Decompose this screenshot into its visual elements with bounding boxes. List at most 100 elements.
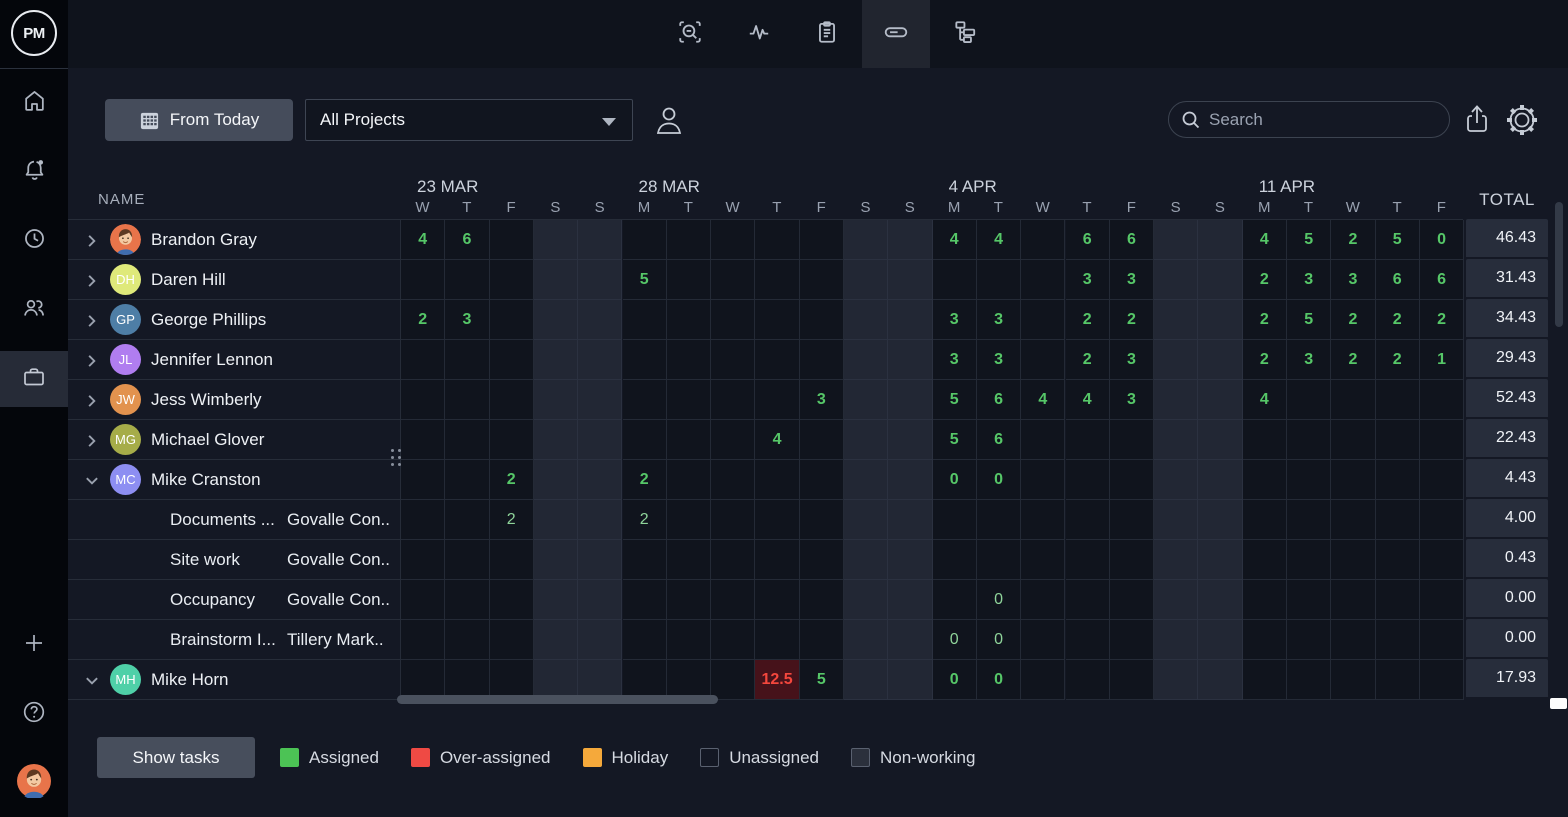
allocation-cell[interactable] [755, 380, 800, 420]
allocation-cell[interactable] [799, 460, 844, 500]
allocation-cell[interactable] [888, 220, 933, 260]
allocation-cell[interactable] [1109, 420, 1155, 460]
allocation-cell[interactable] [622, 380, 667, 420]
sidebar-item-add[interactable] [0, 617, 68, 673]
allocation-cell[interactable] [799, 420, 844, 460]
allocation-cell[interactable]: 6 [1109, 220, 1155, 260]
allocation-cell[interactable]: 2 [1375, 300, 1420, 340]
allocation-cell[interactable] [1331, 460, 1376, 500]
allocation-cell[interactable]: 2 [1065, 340, 1110, 380]
allocation-cell[interactable] [622, 620, 667, 660]
allocation-cell[interactable] [1419, 580, 1465, 620]
chevron-right-icon[interactable] [84, 273, 99, 293]
allocation-cell[interactable] [489, 260, 534, 300]
allocation-cell[interactable] [888, 580, 933, 620]
allocation-cell[interactable] [932, 580, 977, 620]
allocation-cell[interactable] [489, 660, 534, 700]
sidebar-item-help[interactable] [0, 686, 68, 742]
show-tasks-button[interactable]: Show tasks [97, 737, 255, 778]
allocation-cell[interactable] [755, 300, 800, 340]
allocation-cell[interactable] [711, 340, 756, 380]
allocation-cell[interactable] [1287, 540, 1332, 580]
allocation-cell[interactable] [445, 620, 490, 660]
allocation-cell[interactable] [1021, 220, 1066, 260]
allocation-cell[interactable]: 4 [755, 420, 800, 460]
allocation-cell[interactable] [1419, 380, 1465, 420]
allocation-cell[interactable] [1242, 580, 1287, 620]
allocation-cell[interactable] [1021, 340, 1066, 380]
allocation-cell[interactable]: 2 [1419, 300, 1465, 340]
allocation-cell[interactable] [888, 420, 933, 460]
allocation-cell[interactable] [1287, 420, 1332, 460]
allocation-cell[interactable] [932, 540, 977, 580]
allocation-cell[interactable] [578, 420, 623, 460]
allocation-cell[interactable] [578, 220, 623, 260]
allocation-cell[interactable] [401, 380, 446, 420]
column-resize-handle[interactable] [391, 449, 401, 473]
people-filter-button[interactable] [651, 102, 687, 143]
allocation-cell[interactable] [445, 340, 490, 380]
allocation-cell[interactable] [1154, 260, 1199, 300]
allocation-cell[interactable] [799, 340, 844, 380]
allocation-cell[interactable] [489, 220, 534, 260]
allocation-cell[interactable] [711, 220, 756, 260]
settings-button[interactable] [1503, 101, 1541, 144]
allocation-cell[interactable] [1375, 500, 1420, 540]
allocation-cell[interactable] [401, 420, 446, 460]
allocation-cell[interactable] [401, 620, 446, 660]
allocation-cell[interactable]: 0 [932, 460, 977, 500]
allocation-cell[interactable] [445, 500, 490, 540]
chevron-right-icon[interactable] [84, 433, 99, 453]
allocation-cell[interactable]: 3 [799, 380, 844, 420]
allocation-cell[interactable] [1021, 460, 1066, 500]
allocation-cell[interactable] [445, 420, 490, 460]
allocation-cell[interactable] [1375, 660, 1420, 700]
project-filter-select[interactable]: All Projects [305, 99, 633, 141]
allocation-cell[interactable] [578, 260, 623, 300]
tab-workflow[interactable] [930, 0, 999, 68]
allocation-cell[interactable] [1419, 500, 1465, 540]
allocation-cell[interactable] [578, 460, 623, 500]
allocation-cell[interactable] [1198, 540, 1243, 580]
allocation-cell[interactable] [1242, 620, 1287, 660]
allocation-cell[interactable] [1375, 540, 1420, 580]
allocation-cell[interactable] [1109, 580, 1155, 620]
allocation-cell[interactable] [711, 300, 756, 340]
allocation-cell[interactable] [578, 300, 623, 340]
allocation-cell[interactable] [844, 260, 889, 300]
allocation-cell[interactable] [888, 340, 933, 380]
allocation-cell[interactable] [401, 540, 446, 580]
allocation-cell[interactable]: 0 [932, 620, 977, 660]
allocation-cell[interactable]: 5 [1287, 220, 1332, 260]
allocation-cell[interactable] [799, 260, 844, 300]
allocation-cell[interactable]: 5 [799, 660, 844, 700]
allocation-cell[interactable]: 2 [1242, 260, 1287, 300]
allocation-cell[interactable] [666, 540, 712, 580]
tab-zoom-search[interactable] [656, 0, 725, 68]
allocation-cell[interactable] [888, 260, 933, 300]
allocation-cell[interactable] [711, 260, 756, 300]
allocation-cell[interactable]: 5 [1287, 300, 1332, 340]
allocation-cell[interactable]: 6 [976, 420, 1022, 460]
allocation-cell[interactable]: 3 [1287, 340, 1332, 380]
allocation-cell[interactable] [1331, 380, 1376, 420]
allocation-cell[interactable] [533, 460, 579, 500]
allocation-cell[interactable] [489, 340, 534, 380]
allocation-cell[interactable] [1154, 500, 1199, 540]
allocation-cell[interactable]: 5 [622, 260, 667, 300]
allocation-cell[interactable] [1154, 380, 1199, 420]
allocation-cell[interactable] [578, 620, 623, 660]
allocation-cell[interactable]: 5 [932, 380, 977, 420]
allocation-cell[interactable] [1375, 620, 1420, 660]
allocation-cell[interactable] [1154, 220, 1199, 260]
allocation-cell[interactable] [1154, 460, 1199, 500]
allocation-cell[interactable] [1198, 620, 1243, 660]
allocation-cell[interactable]: 0 [932, 660, 977, 700]
allocation-cell[interactable] [533, 540, 579, 580]
allocation-cell[interactable] [1375, 580, 1420, 620]
chevron-down-icon[interactable] [84, 473, 99, 493]
allocation-cell[interactable] [445, 660, 490, 700]
allocation-cell[interactable] [1021, 580, 1066, 620]
allocation-cell[interactable] [578, 380, 623, 420]
allocation-cell[interactable] [711, 620, 756, 660]
